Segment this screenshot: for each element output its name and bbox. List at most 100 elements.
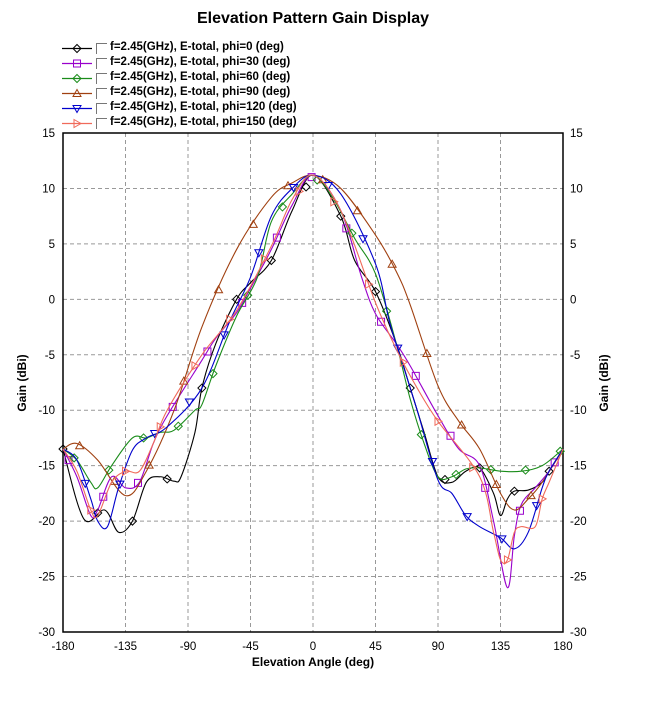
- legend-marker-icon: [73, 59, 81, 68]
- legend-checkbox[interactable]: [96, 103, 107, 114]
- data-point-marker: [178, 376, 189, 385]
- data-point-marker: [474, 463, 485, 473]
- data-point-marker: [411, 371, 420, 380]
- y-axis-label-right: Gain (dBi): [597, 354, 611, 411]
- y-tick-label-right: 10: [570, 183, 583, 195]
- data-point-marker: [138, 433, 149, 443]
- series-line: [62, 174, 564, 550]
- data-point-marker: [80, 479, 91, 489]
- data-point-marker: [260, 254, 270, 264]
- legend-label: f=2.45(GHz), E-total, phi=0 (deg): [110, 41, 284, 53]
- x-tick-label: 135: [491, 641, 510, 653]
- legend-checkbox[interactable]: [96, 88, 107, 99]
- legend-checkbox[interactable]: [96, 58, 107, 69]
- data-point-marker: [531, 502, 542, 511]
- data-point-marker: [93, 508, 103, 518]
- data-point-marker: [365, 279, 374, 290]
- legend-label: f=2.45(GHz), E-total, phi=150 (deg): [110, 116, 297, 128]
- y-tick-label-right: -15: [570, 461, 587, 473]
- data-point-marker: [381, 306, 392, 316]
- legend-marker-icon: [72, 73, 82, 84]
- x-tick-label: -180: [51, 641, 74, 653]
- data-point-marker: [497, 535, 507, 544]
- legend-swatch: [62, 73, 92, 84]
- data-point-marker: [99, 492, 108, 501]
- legend-swatch: [62, 59, 92, 68]
- series-line: [62, 174, 564, 511]
- data-point-marker: [295, 186, 305, 197]
- legend-checkbox[interactable]: [96, 118, 107, 129]
- x-tick-label: 180: [553, 641, 572, 653]
- data-point-marker: [104, 465, 114, 475]
- y-tick-label-right: -5: [570, 350, 580, 362]
- legend-label: f=2.45(GHz), E-total, phi=30 (deg): [110, 56, 291, 68]
- series-phi-90: [62, 174, 564, 511]
- y-tick-label-left: -20: [38, 516, 55, 528]
- data-point-marker: [173, 421, 183, 431]
- data-point-marker: [74, 440, 85, 450]
- y-tick-label-right: 15: [570, 128, 583, 140]
- series-phi-60: [62, 174, 565, 490]
- legend-checkbox[interactable]: [96, 73, 107, 84]
- y-tick-label-left: -15: [38, 461, 55, 473]
- legend-label: f=2.45(GHz), E-total, phi=120 (deg): [110, 101, 297, 113]
- data-point-marker: [509, 486, 520, 496]
- data-point-marker: [231, 294, 242, 305]
- y-tick-label-right: -10: [570, 405, 587, 417]
- legend-label: f=2.45(GHz), E-total, phi=60 (deg): [110, 71, 291, 83]
- data-point-marker: [387, 259, 398, 268]
- series-line: [62, 174, 564, 534]
- data-point-marker: [253, 249, 264, 258]
- data-point-marker: [144, 460, 154, 469]
- data-point-marker: [451, 469, 461, 480]
- data-point-marker: [184, 398, 195, 408]
- data-point-marker: [208, 368, 218, 379]
- data-point-marker: [64, 456, 73, 465]
- data-point-marker: [191, 361, 200, 371]
- data-point-marker: [115, 480, 125, 490]
- y-tick-label-left: -10: [38, 405, 55, 417]
- data-point-marker: [538, 494, 548, 504]
- y-tick-label-left: -5: [45, 350, 55, 362]
- data-point-marker: [330, 196, 339, 207]
- chart-title: Elevation Pattern Gain Display: [196, 10, 430, 27]
- data-point-marker: [197, 383, 207, 393]
- legend-swatch: [62, 105, 92, 114]
- x-axis-label: Elevation Angle (deg): [252, 655, 374, 669]
- data-point-marker: [427, 457, 438, 467]
- data-point-marker: [526, 490, 536, 500]
- data-point-marker: [352, 205, 363, 215]
- data-point-marker: [226, 314, 235, 325]
- legend-checkbox[interactable]: [96, 43, 107, 54]
- data-point-marker: [288, 184, 299, 193]
- y-tick-label-left: 0: [49, 294, 55, 306]
- data-point-marker: [358, 235, 368, 244]
- data-point-marker: [491, 479, 502, 489]
- data-point-marker: [544, 466, 554, 476]
- data-point-marker: [456, 419, 467, 429]
- data-point-marker: [434, 416, 444, 427]
- data-point-marker: [462, 513, 473, 522]
- x-tick-label: -45: [242, 641, 259, 653]
- legend-label: f=2.45(GHz), E-total, phi=90 (deg): [110, 86, 291, 98]
- y-axis-label-left: Gain (dBi): [15, 354, 29, 411]
- y-tick-label-right: 5: [570, 239, 576, 251]
- plot-frame: [62, 132, 564, 633]
- y-tick-label-right: -20: [570, 516, 587, 528]
- data-point-marker: [503, 555, 513, 565]
- legend-marker-icon: [72, 43, 82, 54]
- series-phi-120: [62, 174, 564, 550]
- y-tick-label-right: 0: [570, 294, 576, 306]
- legend-marker-icon: [72, 88, 82, 97]
- data-point-marker: [520, 465, 531, 475]
- data-point-marker: [481, 483, 490, 492]
- data-point-marker: [336, 211, 346, 221]
- legend-marker-icon: [73, 118, 83, 129]
- y-tick-label-left: 15: [42, 128, 55, 140]
- data-point-marker: [277, 202, 288, 212]
- data-point-marker: [156, 421, 166, 432]
- data-point-marker: [301, 182, 311, 192]
- y-tick-label-right: -30: [570, 627, 587, 639]
